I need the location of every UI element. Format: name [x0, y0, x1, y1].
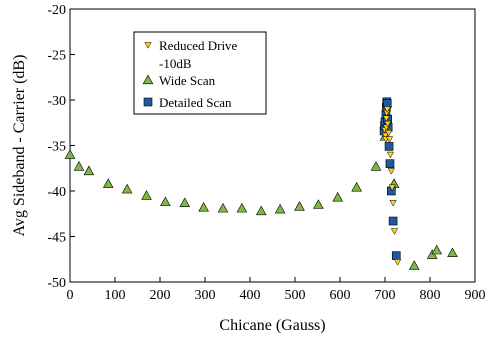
legend-box — [133, 31, 267, 115]
data-point — [388, 216, 398, 226]
series-triangle-down — [381, 106, 402, 266]
x-tick-label: 300 — [195, 288, 216, 303]
data-points — [64, 97, 458, 270]
data-point — [294, 201, 305, 211]
data-point — [387, 168, 395, 175]
data-point — [386, 151, 395, 159]
series-triangle-up — [64, 130, 458, 270]
legend-marker — [144, 42, 152, 49]
x-tick-label: 800 — [420, 288, 441, 303]
data-point — [83, 165, 95, 176]
data-point — [447, 247, 458, 258]
plot-area-frame — [69, 8, 476, 283]
legend-label: Reduced Drive — [159, 38, 238, 53]
data-point — [388, 184, 396, 192]
data-point — [384, 142, 394, 151]
legend-label: -10dB — [159, 56, 192, 71]
data-point — [102, 178, 114, 188]
y-tick-label: -30 — [47, 94, 66, 109]
data-point — [389, 200, 397, 207]
data-point — [383, 106, 391, 113]
data-point — [408, 260, 420, 270]
data-point — [384, 129, 393, 137]
data-point — [198, 201, 209, 212]
y-axis: -20 -25 -30 -35 -40 -45 -50 — [47, 3, 75, 291]
y-tick-label: -25 — [47, 49, 66, 64]
y-tick-label: -40 — [47, 185, 66, 200]
x-axis-label: Chicane (Gauss) — [219, 317, 325, 334]
y-axis-label: Avg Sideband - Carrier (dB) — [11, 55, 28, 237]
data-point — [351, 181, 362, 192]
data-point — [274, 203, 286, 214]
data-point — [141, 190, 152, 200]
data-point — [64, 149, 76, 159]
x-tick-label: 500 — [285, 288, 306, 303]
legend-label: Wide Scan — [159, 73, 216, 88]
x-tick-label: 100 — [105, 288, 126, 303]
data-point — [370, 161, 382, 171]
data-point — [381, 132, 390, 140]
x-tick-label: 0 — [67, 288, 74, 303]
data-point — [385, 159, 395, 168]
data-point — [332, 191, 344, 202]
data-point — [390, 228, 399, 235]
data-point — [384, 120, 392, 128]
legend-marker — [143, 97, 153, 107]
legend: Reduced Drive -10dB Wide Scan Detailed Scan — [133, 31, 267, 115]
y-tick-label: -20 — [47, 3, 66, 18]
y-tick-label: -45 — [47, 231, 66, 246]
data-point — [73, 161, 85, 171]
data-point — [160, 196, 171, 207]
data-point — [121, 183, 133, 194]
x-tick-label: 900 — [465, 288, 486, 303]
legend-marker — [142, 74, 154, 85]
x-axis: 0 100 200 300 400 500 600 700 800 900 — [67, 277, 486, 303]
y-tick-label: -35 — [47, 140, 66, 155]
data-point — [313, 199, 324, 209]
x-tick-label: 400 — [240, 288, 261, 303]
data-point — [217, 202, 229, 213]
data-point — [393, 259, 402, 266]
data-point — [385, 136, 394, 143]
x-tick-label: 200 — [150, 288, 171, 303]
x-tick-label: 700 — [375, 288, 396, 303]
x-tick-label: 600 — [330, 288, 351, 303]
data-point — [179, 197, 191, 207]
y-tick-label: -50 — [47, 276, 66, 291]
data-point — [431, 244, 443, 255]
legend-label: Detailed Scan — [159, 95, 232, 110]
data-point — [236, 202, 248, 213]
data-point — [255, 205, 267, 216]
data-point — [391, 251, 401, 260]
